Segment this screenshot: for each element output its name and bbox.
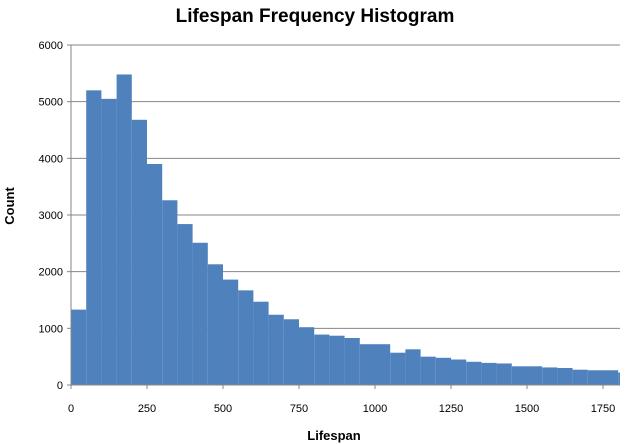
bar-1 bbox=[86, 90, 102, 385]
bar-10 bbox=[223, 279, 239, 385]
bar-16 bbox=[314, 334, 330, 385]
x-tick-label-1000: 1000 bbox=[363, 403, 387, 415]
bar-20 bbox=[375, 344, 391, 385]
bar-23 bbox=[420, 356, 436, 385]
y-tick-label-4000: 4000 bbox=[39, 153, 63, 165]
bar-4 bbox=[131, 119, 147, 386]
bar-22 bbox=[405, 349, 421, 385]
y-tick-label-3000: 3000 bbox=[39, 210, 63, 222]
bar-29 bbox=[511, 366, 527, 385]
x-tick-label-1750: 1750 bbox=[591, 403, 615, 415]
bar-27 bbox=[481, 362, 497, 385]
bar-5 bbox=[147, 164, 163, 385]
bar-30 bbox=[527, 366, 543, 385]
bar-25 bbox=[451, 359, 467, 385]
bar-36 bbox=[618, 372, 620, 385]
y-tick-label-0: 0 bbox=[57, 380, 63, 392]
bar-18 bbox=[344, 337, 360, 385]
y-tick-label-6000: 6000 bbox=[39, 40, 63, 52]
bar-14 bbox=[283, 319, 299, 385]
x-tick-labels: 0250500750100012501500175020002250250027… bbox=[68, 385, 615, 415]
bar-2 bbox=[101, 98, 117, 385]
bar-26 bbox=[466, 361, 482, 385]
bar-6 bbox=[162, 200, 178, 385]
bar-19 bbox=[359, 344, 375, 385]
bar-11 bbox=[238, 290, 254, 385]
bar-13 bbox=[268, 314, 284, 385]
bar-3 bbox=[116, 74, 132, 385]
bar-34 bbox=[587, 370, 603, 385]
chart-title: Lifespan Frequency Histogram bbox=[176, 6, 455, 27]
bars bbox=[71, 74, 620, 386]
bar-28 bbox=[496, 363, 512, 385]
bar-35 bbox=[603, 370, 619, 385]
y-axis-title: Count bbox=[2, 187, 17, 225]
x-tick-label-0: 0 bbox=[68, 403, 74, 415]
bar-21 bbox=[390, 352, 406, 385]
bar-9 bbox=[207, 264, 223, 385]
bar-31 bbox=[542, 367, 558, 385]
bar-17 bbox=[329, 335, 345, 385]
x-axis-title: Lifespan bbox=[307, 428, 361, 443]
bar-24 bbox=[435, 357, 451, 385]
x-tick-label-750: 750 bbox=[290, 403, 308, 415]
bar-12 bbox=[253, 301, 269, 385]
x-tick-label-1500: 1500 bbox=[515, 403, 539, 415]
bar-0 bbox=[71, 309, 87, 385]
bar-8 bbox=[192, 242, 208, 385]
x-tick-label-1250: 1250 bbox=[439, 403, 463, 415]
x-tick-label-250: 250 bbox=[138, 403, 156, 415]
bar-15 bbox=[299, 327, 315, 385]
bar-33 bbox=[572, 369, 588, 385]
x-tick-label-500: 500 bbox=[214, 403, 232, 415]
bar-7 bbox=[177, 224, 193, 385]
y-tick-label-1000: 1000 bbox=[39, 323, 63, 335]
y-tick-labels: 0 1000 2000 3000 4000 5000 6000 bbox=[39, 40, 71, 392]
bar-32 bbox=[557, 368, 573, 385]
y-tick-label-5000: 5000 bbox=[39, 97, 63, 109]
y-tick-label-2000: 2000 bbox=[39, 267, 63, 279]
